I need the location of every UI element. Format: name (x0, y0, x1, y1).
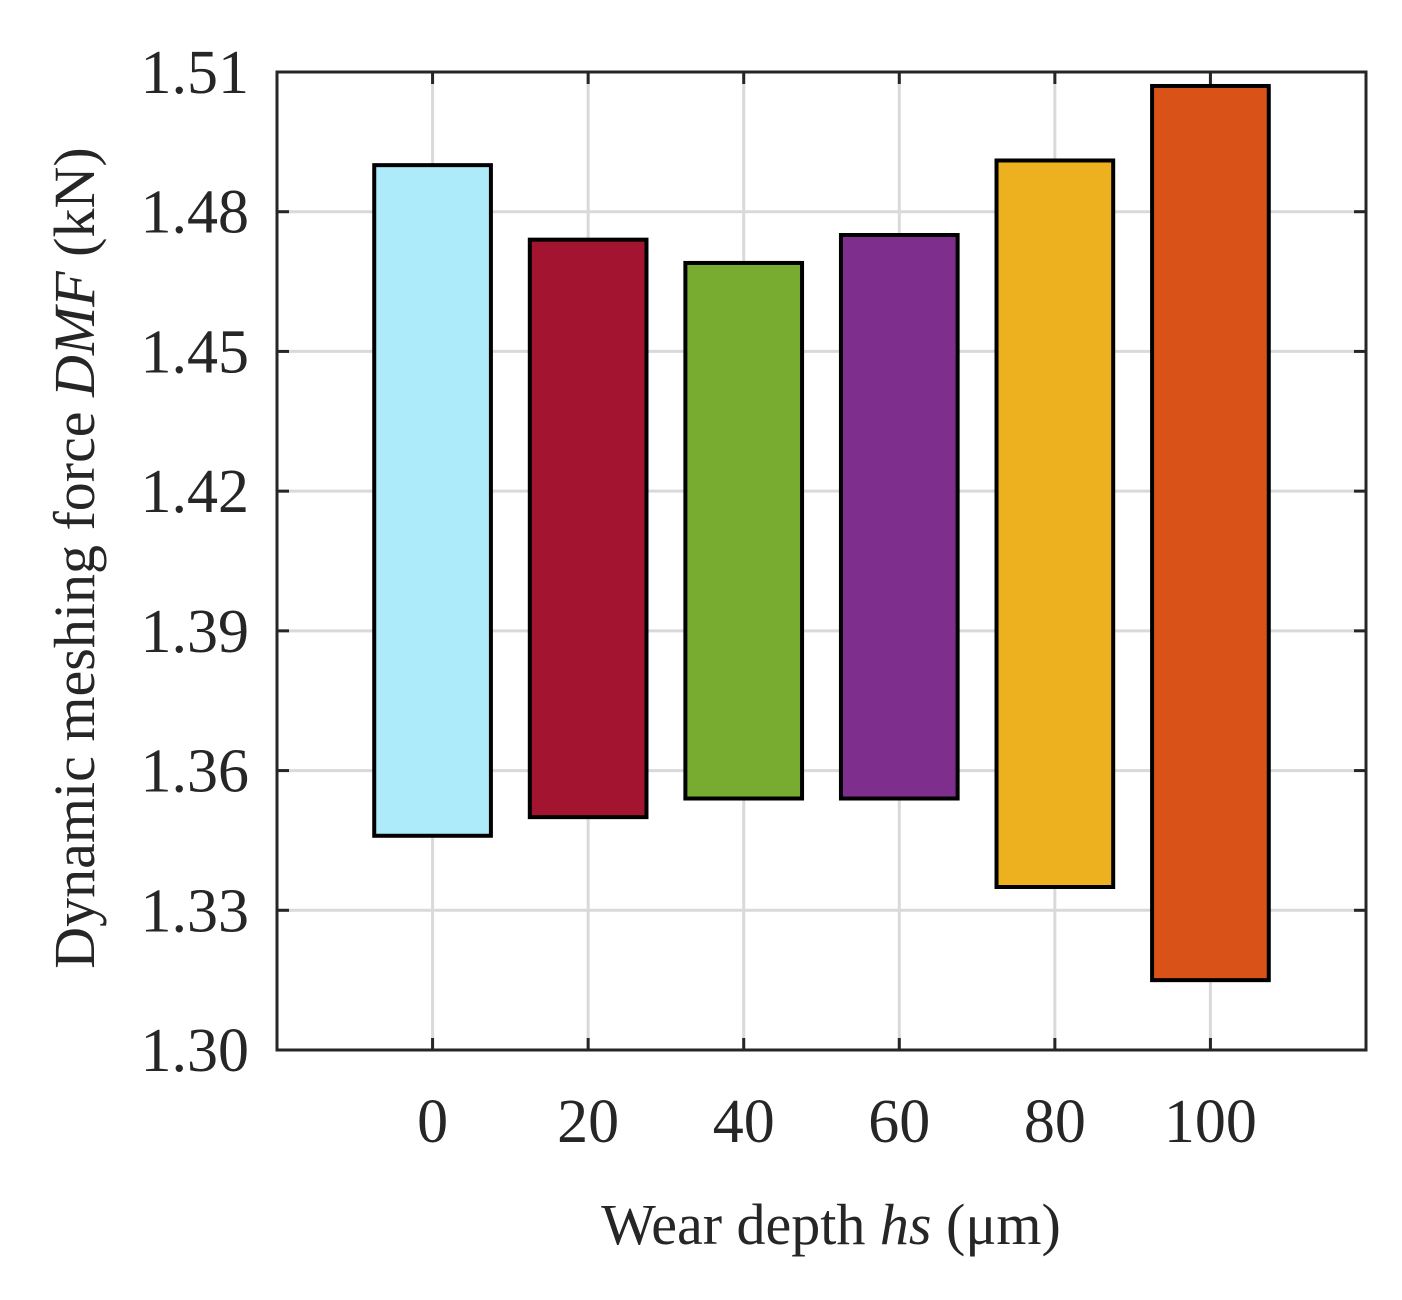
y-tick-label: 1.39 (141, 598, 250, 666)
y-tick-label: 1.42 (141, 458, 250, 526)
x-axis-label-prefix: Wear depth (601, 1192, 880, 1257)
y-tick-label: 1.33 (141, 877, 250, 945)
bar-60 (838, 233, 960, 801)
x-tick-label: 80 (1024, 1088, 1086, 1156)
x-axis-label-unit: (μm) (932, 1192, 1061, 1257)
y-tick-label: 1.51 (141, 39, 250, 107)
y-tick-label: 1.48 (141, 179, 250, 247)
bar-0 (372, 163, 493, 838)
x-tick-label: 20 (557, 1088, 619, 1156)
y-axis-label: Dynamic meshing force DMF (kN) (42, 147, 107, 968)
x-axis-label: Wear depth hs (μm) (601, 1192, 1061, 1257)
y-tick-label: 1.45 (141, 318, 250, 386)
x-axis-label-variable: hs (880, 1192, 932, 1257)
y-axis-label-unit: (kN) (42, 147, 107, 271)
x-tick-label: 60 (868, 1088, 930, 1156)
x-tick-label: 100 (1164, 1088, 1257, 1156)
bars (372, 83, 1271, 983)
bar-40 (683, 260, 805, 801)
y-axis-label-prefix: Dynamic meshing force (42, 397, 107, 969)
axes-frame (275, 70, 1368, 1052)
y-axis-label-variable: DMF (42, 271, 107, 398)
x-tick-label: 0 (417, 1088, 448, 1156)
ticks: 1.30 1.33 1.36 1.39 1.42 1.45 1.48 1.51 0 20 40 60 8… (141, 39, 1366, 1156)
bar-100 (1150, 83, 1271, 983)
x-tick-label: 40 (713, 1088, 775, 1156)
y-tick-label: 1.36 (141, 738, 250, 806)
bar-20 (527, 237, 649, 820)
y-tick-label: 1.30 (141, 1017, 250, 1085)
bar-80 (994, 158, 1116, 889)
plot-border (275, 70, 1368, 1052)
